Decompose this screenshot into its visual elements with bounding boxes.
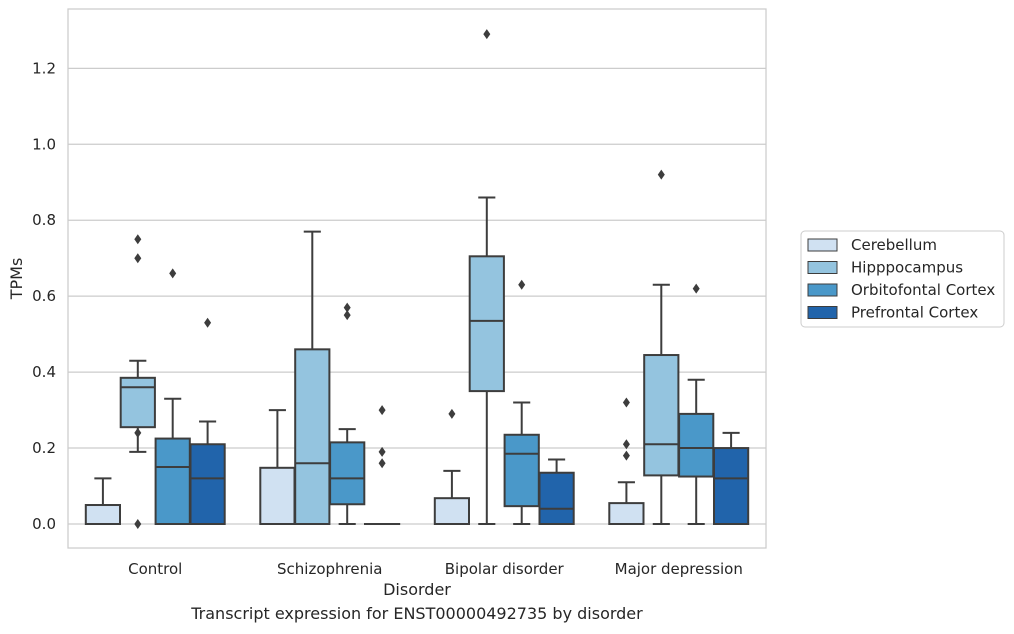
legend-label: Hipppocampus — [851, 259, 963, 277]
box — [259, 409, 296, 526]
outlier-point — [622, 397, 630, 408]
outlier-point — [692, 283, 700, 294]
outlier-point — [483, 29, 491, 40]
box — [329, 302, 366, 525]
y-tick-label: 1.0 — [32, 135, 56, 153]
x-tick-label: Bipolar disorder — [445, 560, 565, 578]
box-body — [643, 354, 680, 477]
outlier-point — [378, 458, 386, 469]
y-tick-labels: 0.0 0.2 0.4 0.6 0.8 1.0 1.2 — [32, 59, 56, 533]
y-tick-label: 0.6 — [32, 287, 56, 305]
y-axis-label: TPMs — [7, 258, 26, 301]
box-body — [84, 504, 122, 526]
box — [643, 169, 680, 525]
outlier-point — [134, 519, 142, 529]
box — [294, 230, 331, 526]
box — [119, 234, 156, 529]
outlier-point — [657, 169, 665, 180]
box — [468, 29, 505, 525]
box-body — [433, 497, 471, 525]
box-body — [119, 376, 156, 429]
x-tick-label: Schizophrenia — [277, 560, 382, 578]
box-body — [189, 443, 226, 525]
boxes — [84, 29, 750, 529]
legend-frame — [800, 230, 1005, 328]
legend: Cerebellum Hipppocampus Orbitofontal Corte… — [800, 230, 1005, 328]
box-body — [259, 466, 296, 526]
legend-label: Prefrontal Cortex — [851, 304, 978, 322]
outlier-point — [622, 450, 630, 461]
box-body — [503, 433, 540, 508]
legend-swatch — [807, 283, 838, 297]
outlier-point — [518, 279, 526, 290]
box-body — [608, 502, 645, 525]
outlier-point — [448, 408, 456, 419]
box — [433, 408, 471, 525]
outlier-point — [378, 446, 386, 457]
box — [154, 268, 191, 526]
box-body — [154, 437, 191, 526]
box — [608, 397, 645, 525]
box — [678, 283, 715, 525]
box-body — [294, 348, 331, 526]
box — [84, 477, 122, 526]
box-body — [329, 441, 366, 506]
x-axis-label: Disorder — [383, 580, 451, 599]
legend-swatch — [807, 261, 838, 274]
plot-area-frame — [67, 8, 767, 549]
y-tick-label: 0.2 — [32, 439, 56, 457]
box-body — [468, 255, 505, 393]
box — [189, 317, 226, 525]
box-body — [538, 471, 575, 526]
y-tick-label: 0.0 — [32, 515, 56, 533]
box-body — [678, 412, 715, 478]
legend-swatch — [807, 306, 838, 319]
x-tick-labels: Control Schizophrenia Bipolar disorder Majo… — [128, 560, 743, 578]
y-tick-label: 0.4 — [32, 363, 56, 381]
outlier-point — [169, 268, 177, 279]
outlier-point — [378, 405, 386, 416]
box — [712, 431, 750, 525]
legend-label: Orbitofontal Cortex — [851, 281, 995, 299]
box-body — [712, 447, 750, 525]
outlier-point — [622, 439, 630, 450]
outlier-point — [343, 302, 351, 313]
outlier-point — [134, 234, 142, 245]
legend-swatch — [807, 238, 838, 252]
box — [363, 405, 401, 526]
outlier-point — [204, 317, 212, 328]
outlier-point — [343, 310, 351, 321]
x-tick-label: Control — [128, 560, 182, 578]
box — [538, 458, 575, 526]
outlier-point — [134, 253, 142, 264]
chart-caption: Transcript expression for ENST0000049273… — [191, 604, 643, 623]
y-tick-label: 0.8 — [32, 211, 56, 229]
x-tick-label: Major depression — [615, 560, 743, 578]
box — [503, 279, 540, 525]
legend-label: Cerebellum — [851, 236, 937, 254]
outlier-point — [134, 427, 142, 438]
y-tick-label: 1.2 — [32, 59, 56, 77]
